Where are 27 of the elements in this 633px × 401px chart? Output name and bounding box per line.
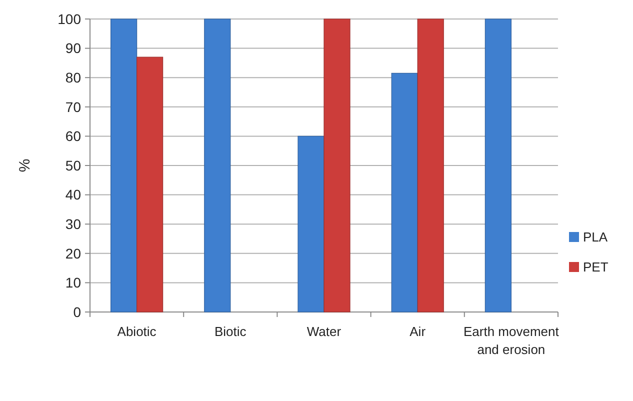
bar	[391, 72, 418, 312]
bar	[136, 56, 164, 312]
bar	[204, 18, 231, 312]
y-tick-label: 40	[65, 186, 82, 203]
x-tick-label: Water	[306, 324, 342, 339]
legend-label: PLA	[583, 230, 608, 245]
x-tick-label: Air	[410, 324, 426, 339]
y-tick-label: 70	[65, 98, 82, 115]
y-tick-label: 100	[58, 10, 82, 27]
y-tick-label: 80	[65, 70, 82, 86]
bar	[110, 18, 138, 312]
bar	[484, 18, 512, 312]
legend-label: PET	[583, 260, 608, 275]
bar	[324, 18, 350, 312]
x-tick-label: Earth movement and erosion	[464, 324, 560, 357]
y-axis-title: %	[16, 158, 34, 172]
y-tick-label: 60	[65, 128, 82, 144]
bar	[417, 18, 444, 312]
y-tick-label: 90	[65, 40, 82, 56]
y-tick-label: 10	[65, 274, 82, 291]
y-tick-label: 20	[65, 245, 82, 262]
bar	[298, 136, 324, 312]
x-tick-label: Abiotic	[117, 324, 157, 339]
y-tick-label: 30	[65, 216, 82, 232]
y-tick-label: 50	[65, 157, 82, 174]
y-tick-label: 0	[73, 304, 82, 320]
x-tick-label: Biotic	[214, 324, 247, 339]
